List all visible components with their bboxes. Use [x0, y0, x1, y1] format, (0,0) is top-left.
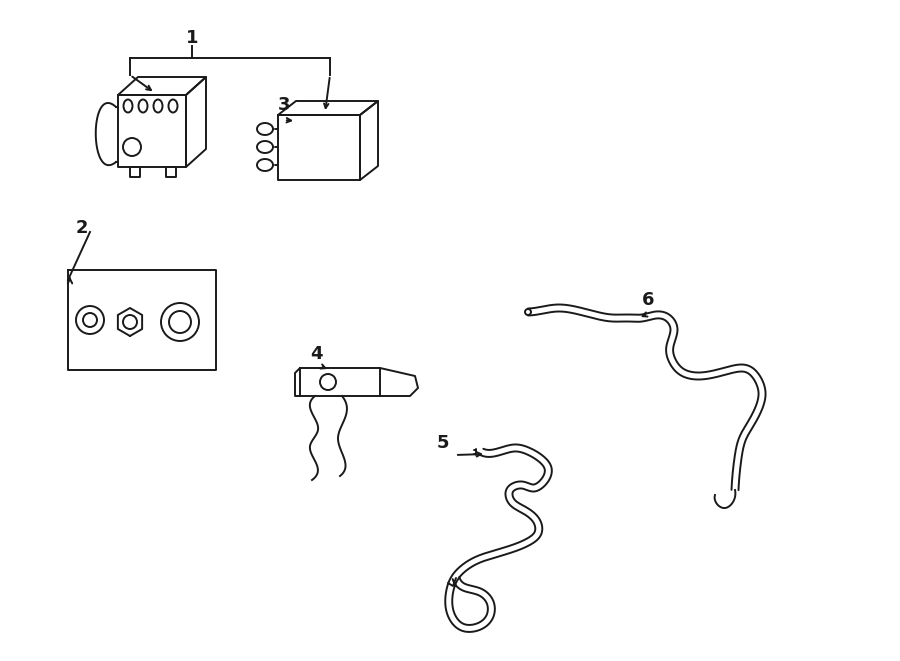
Text: 4: 4 — [310, 345, 322, 363]
Text: 5: 5 — [436, 434, 449, 452]
Text: 6: 6 — [642, 291, 654, 309]
Text: 3: 3 — [278, 96, 290, 114]
Text: 2: 2 — [76, 219, 88, 237]
Text: 1: 1 — [185, 29, 198, 47]
